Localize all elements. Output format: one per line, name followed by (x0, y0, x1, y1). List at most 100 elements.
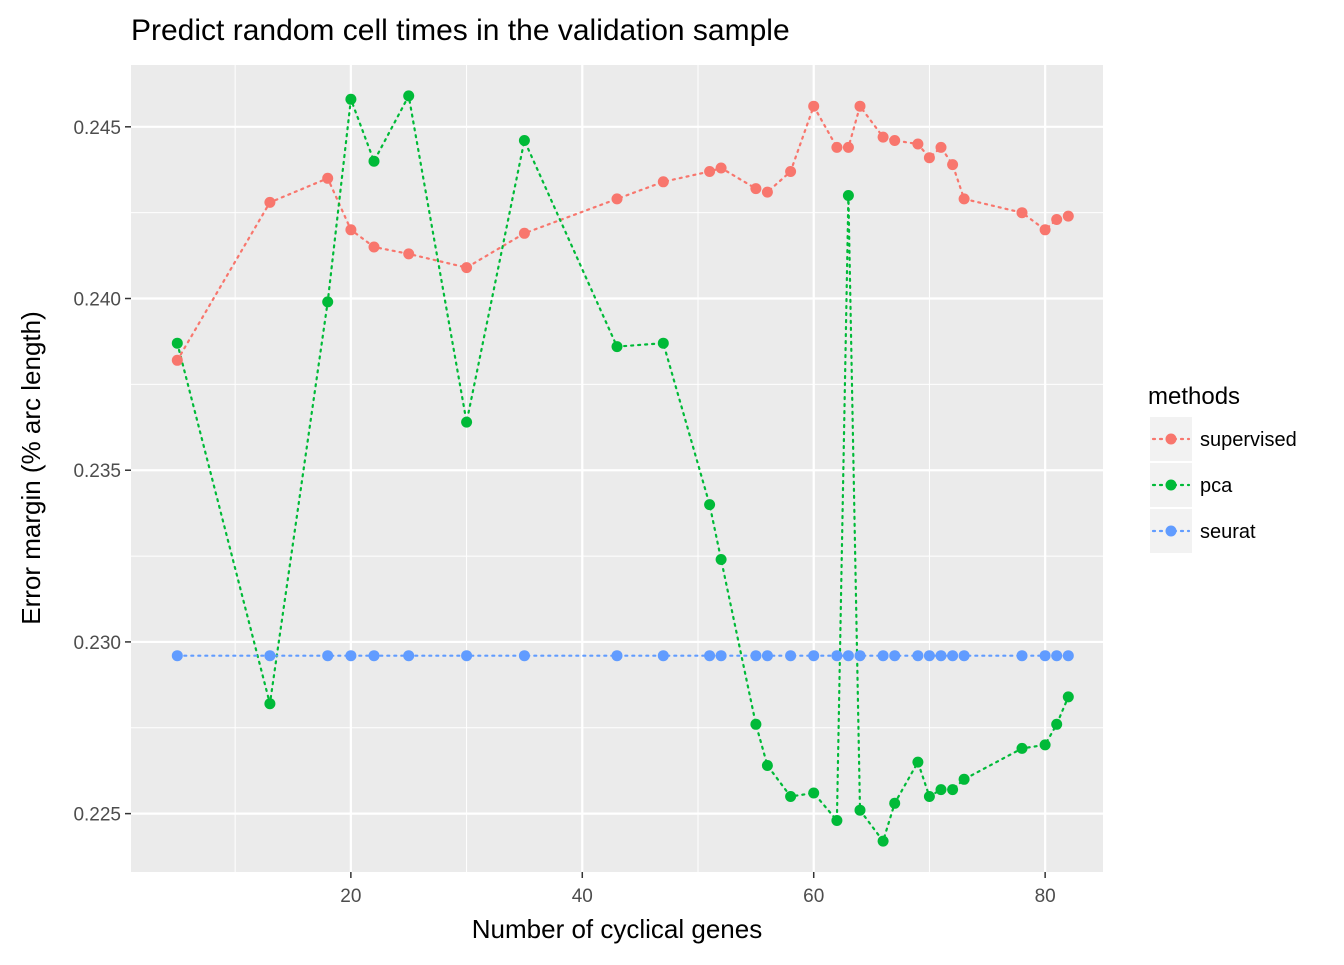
series-line-supervised (176, 103, 1070, 362)
data-point-seurat (761, 650, 773, 662)
data-point-seurat (958, 650, 970, 662)
data-point-seurat (171, 650, 183, 662)
data-point-supervised (831, 141, 843, 153)
data-point-pca (761, 760, 773, 771)
data-point-pca (958, 773, 970, 785)
x-tick-label: 40 (572, 886, 593, 907)
data-point-supervised (923, 152, 935, 164)
data-point-pca (611, 341, 623, 353)
data-point-supervised (958, 193, 970, 205)
data-point-pca (657, 337, 669, 349)
data-point-pca (1039, 739, 1051, 751)
data-point-supervised (704, 166, 716, 177)
data-point-pca (1051, 718, 1063, 730)
data-point-seurat (322, 650, 334, 662)
data-point-supervised (264, 196, 276, 208)
data-point-seurat (1051, 650, 1063, 662)
data-point-supervised (1039, 224, 1051, 236)
data-point-pca (912, 756, 924, 768)
data-point-supervised (842, 141, 854, 153)
data-point-pca (877, 835, 889, 847)
data-point-seurat (611, 650, 623, 662)
legend-key-point-pca (1165, 479, 1177, 491)
data-point-pca (403, 90, 415, 102)
plot-panel (131, 65, 1103, 872)
data-point-pca (322, 296, 334, 308)
data-point-pca (368, 155, 380, 167)
data-point-supervised (912, 138, 924, 150)
data-point-supervised (1051, 214, 1063, 225)
data-point-supervised (1016, 207, 1028, 219)
data-point-supervised (935, 141, 947, 153)
data-point-supervised (518, 227, 530, 239)
data-point-seurat (1062, 650, 1074, 662)
data-point-seurat (403, 650, 415, 662)
data-point-seurat (785, 650, 797, 662)
data-point-seurat (1016, 650, 1028, 662)
data-point-supervised (403, 248, 415, 260)
y-tick-label: 0.245 (73, 118, 121, 139)
data-point-pca (842, 190, 854, 201)
x-tick-label: 80 (1035, 886, 1056, 907)
data-point-supervised (750, 183, 762, 195)
data-point-pca (518, 135, 530, 146)
data-point-seurat (518, 650, 530, 662)
y-tick-label: 0.225 (73, 805, 121, 826)
data-point-seurat (264, 650, 276, 662)
data-point-seurat (657, 650, 669, 662)
data-point-pca (461, 416, 473, 428)
data-point-seurat (345, 650, 357, 662)
x-tick-label: 20 (340, 886, 361, 907)
data-point-seurat (889, 650, 901, 662)
data-point-seurat (461, 650, 473, 662)
data-point-supervised (322, 172, 334, 184)
data-point-seurat (935, 650, 947, 662)
data-point-pca (831, 815, 843, 826)
axes: 20 40 60 80 0.225 0.230 0.235 0.240 0.245 (73, 118, 1055, 907)
data-point-supervised (761, 186, 773, 198)
data-point-supervised (1062, 210, 1074, 222)
data-point-seurat (923, 650, 935, 662)
legend: methods supervised pca seurat (1148, 383, 1297, 553)
data-point-supervised (345, 224, 357, 236)
data-point-seurat (912, 650, 924, 662)
data-point-pca (935, 784, 947, 796)
legend-label-seurat: seurat (1200, 521, 1256, 543)
chart-title: Predict random cell times in the validat… (131, 14, 790, 47)
data-point-seurat (831, 650, 843, 662)
data-point-seurat (715, 650, 727, 662)
data-point-seurat (842, 650, 854, 662)
data-point-pca (854, 804, 866, 816)
data-point-pca (785, 791, 797, 802)
data-point-supervised (947, 159, 959, 171)
data-point-supervised (854, 100, 866, 112)
data-point-pca (1016, 742, 1028, 754)
data-point-seurat (1039, 650, 1051, 662)
y-tick-label: 0.240 (73, 290, 121, 311)
y-axis-label: Error margin (% arc length) (16, 311, 46, 625)
legend-label-pca: pca (1200, 475, 1233, 497)
data-point-supervised (715, 162, 727, 174)
data-point-supervised (808, 100, 820, 112)
data-point-seurat (704, 650, 716, 662)
data-point-supervised (611, 193, 623, 205)
data-point-pca (808, 787, 820, 799)
data-point-seurat (808, 650, 820, 662)
y-tick-label: 0.235 (73, 461, 121, 482)
data-point-supervised (889, 135, 901, 146)
legend-title: methods (1148, 383, 1240, 410)
data-point-supervised (657, 176, 669, 188)
data-point-supervised (877, 131, 889, 143)
data-point-pca (264, 698, 276, 710)
data-point-pca (923, 791, 935, 802)
data-point-seurat (947, 650, 959, 662)
data-point-supervised (171, 354, 183, 366)
data-point-pca (750, 718, 762, 730)
data-point-seurat (854, 650, 866, 662)
data-point-pca (1062, 691, 1074, 703)
data-point-supervised (368, 241, 380, 253)
data-point-pca (889, 797, 901, 809)
data-point-seurat (877, 650, 889, 662)
